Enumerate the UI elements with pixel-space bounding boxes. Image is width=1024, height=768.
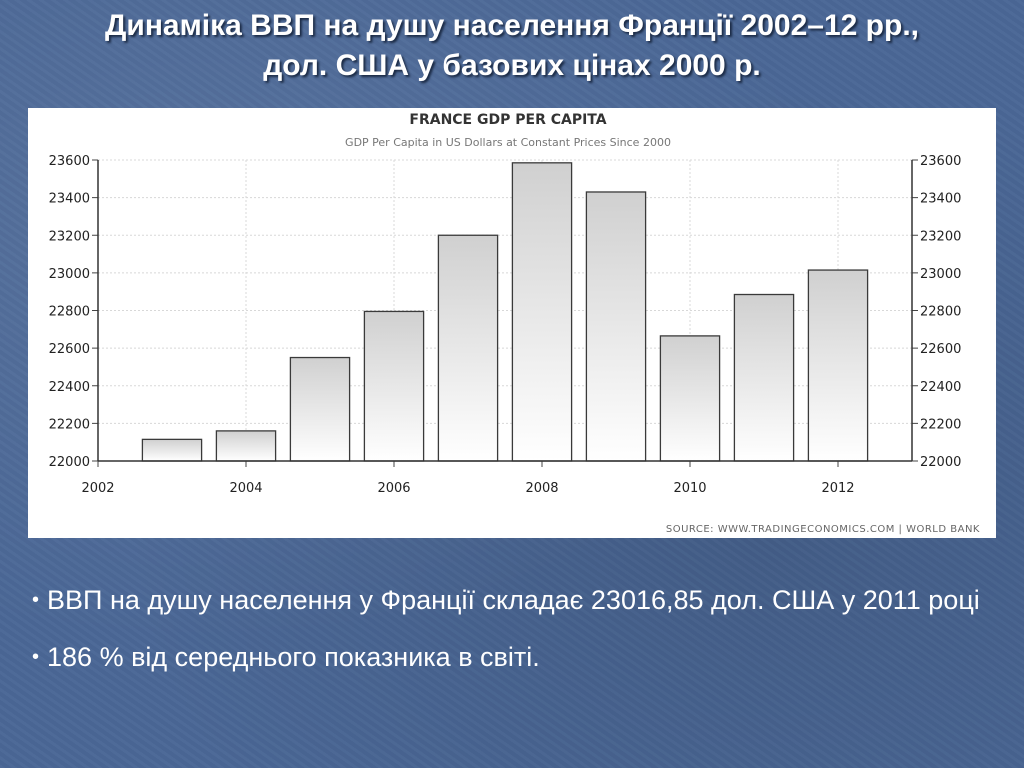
chart-title: FRANCE GDP PER CAPITA [409,112,606,128]
bar-2008 [511,162,573,462]
gdp-bar-chart: FRANCE GDP PER CAPITA GDP Per Capita in … [49,112,980,535]
bullet-dot-icon: • [32,646,40,668]
bar-2003 [141,438,203,462]
y-tick-label-left: 22600 [49,342,90,357]
axes: 22000 22000 22200 22200 22400 22400 22600 22600… [49,154,962,496]
slide-title-line-2: дол. США у базових цінах 2000 р. [263,49,761,82]
x-tick-label: 2006 [377,481,410,496]
chart-source: SOURCE: WWW.TRADINGECONOMICS.COM | WORLD… [666,524,980,535]
slide-title-line-1: Динаміка ВВП на душу населення Франції 2… [105,9,919,42]
y-tick-label-left: 22400 [49,380,90,395]
bar-2009 [585,191,647,462]
x-tick-label: 2010 [673,481,706,496]
x-tick-label: 2008 [525,481,558,496]
y-tick-label-left: 23000 [49,267,90,282]
y-tick-label-left: 23600 [49,154,90,169]
bullet-item: • ВВП на душу населення у Франції складає… [32,582,992,619]
bar-2005 [289,356,351,462]
y-tick-label-right: 22200 [920,417,961,432]
bars [141,162,869,462]
y-tick-label-left: 23400 [49,192,90,207]
y-tick-label-right: 23400 [920,192,961,207]
x-tick-label: 2002 [81,481,114,496]
y-tick-label-right: 23600 [920,154,961,169]
y-tick-label-right: 23200 [920,229,961,244]
y-tick-label-right: 23000 [920,267,961,282]
chart-panel: FRANCE GDP PER CAPITA GDP Per Capita in … [28,108,996,538]
y-tick-label-left: 22800 [49,305,90,320]
bullet-text: ВВП на душу населення у Франції складає … [47,585,980,615]
y-tick-label-right: 22800 [920,305,961,320]
y-tick-label-right: 22400 [920,380,961,395]
bar-2010 [659,335,721,462]
bar-2007 [437,234,499,462]
x-tick-label: 2004 [229,481,262,496]
bullet-list: • ВВП на душу населення у Франції складає… [32,582,992,696]
bullet-text: 186 % від середнього показника в світі. [47,642,540,672]
y-tick-label-left: 22200 [49,417,90,432]
chart-subtitle: GDP Per Capita in US Dollars at Constant… [345,136,671,149]
y-tick-label-left: 23200 [49,229,90,244]
bullet-dot-icon: • [32,589,40,611]
x-tick-label: 2012 [821,481,854,496]
bar-2011 [733,293,795,462]
slide-title: Динаміка ВВП на душу населення Франції 2… [0,6,1024,86]
y-tick-label-right: 22000 [920,455,961,470]
bar-2012 [807,269,869,462]
y-tick-label-right: 22600 [920,342,961,357]
bar-2006 [363,310,425,462]
y-tick-label-left: 22000 [49,455,90,470]
bar-2004 [215,430,277,462]
bullet-item: • 186 % від середнього показника в світі. [32,639,992,676]
